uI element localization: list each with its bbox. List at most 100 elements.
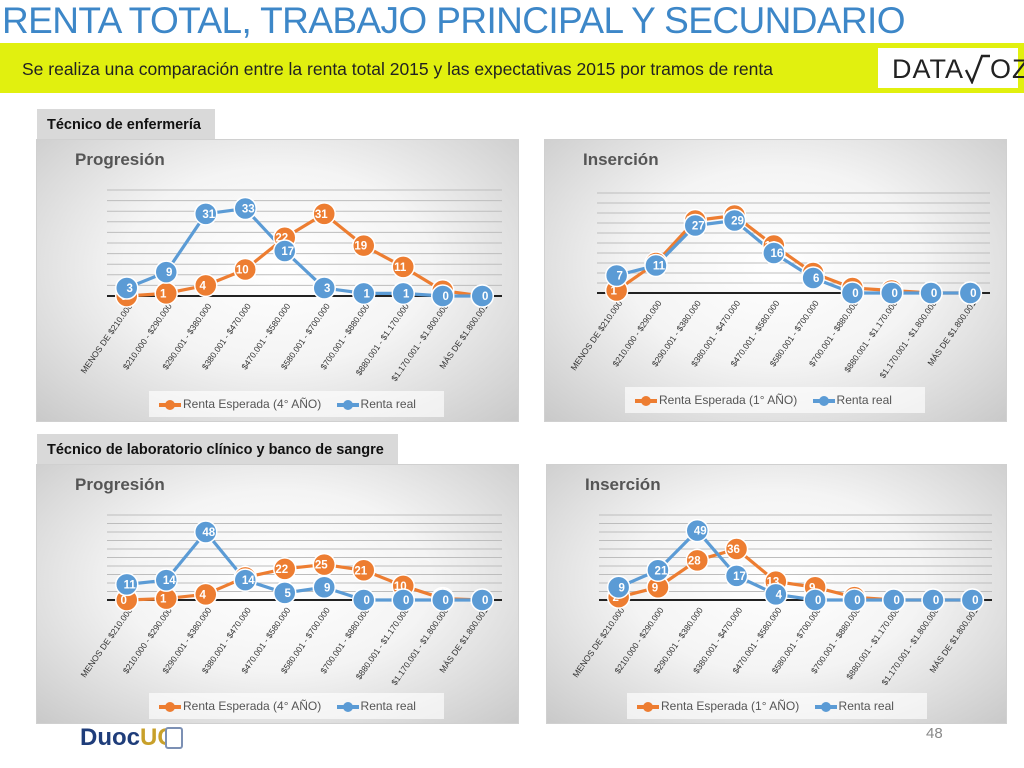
- data-label: 14: [163, 575, 176, 587]
- data-point: [391, 255, 415, 279]
- section-label-enfermeria: Técnico de enfermería: [37, 109, 215, 139]
- data-label: 9: [166, 267, 172, 279]
- data-label: 0: [894, 595, 900, 607]
- data-point: [604, 263, 629, 288]
- data-label: 27: [692, 221, 705, 233]
- data-label: 7: [616, 271, 622, 283]
- data-label: 0: [443, 595, 449, 607]
- line-chart-svg: MENOS DE $210.000$210.000 - $290.000$290…: [79, 514, 502, 687]
- data-label: 31: [202, 209, 215, 221]
- data-label: 48: [202, 527, 215, 539]
- subtitle-banner: [0, 43, 1024, 93]
- data-point: [312, 575, 336, 599]
- data-point: [724, 537, 749, 561]
- data-point: [273, 239, 297, 263]
- section-label-laboratorio: Técnico de laboratorio clínico y banco d…: [37, 434, 398, 464]
- data-point: [840, 281, 865, 305]
- data-point: [194, 202, 218, 226]
- data-label: 1: [160, 288, 167, 300]
- line-chart-svg: MENOS DE $210.000$210.000 - $290.000$290…: [79, 189, 502, 383]
- data-point: [312, 276, 336, 300]
- data-point: [921, 588, 945, 612]
- chart-panel-laboratorio-insercion: Inserción MENOS DE $210.000 $210.000 - $2…: [546, 464, 1007, 724]
- chart-title: Progresión: [75, 150, 165, 169]
- data-point: [273, 581, 297, 605]
- data-point: [722, 208, 747, 233]
- data-label: 21: [655, 565, 668, 577]
- data-label: 25: [315, 560, 328, 572]
- chart-legend: Renta Esperada (1° AÑO) Renta real: [627, 693, 927, 719]
- data-label: 0: [121, 595, 127, 607]
- duoc-logo: DuocUC: [80, 724, 175, 751]
- data-point: [115, 276, 139, 300]
- data-label: 0: [970, 288, 976, 300]
- subtitle-text: Se realiza una comparación entre la rent…: [22, 59, 773, 79]
- line-chart-svg: MENOS DE $210.000$210.000 - $290.000$290…: [570, 514, 992, 687]
- legend-series-2: Renta real: [360, 397, 416, 411]
- legend-orange-marker: [637, 701, 659, 712]
- legend-orange-marker: [159, 399, 181, 410]
- page-number: 48: [926, 725, 943, 742]
- data-point: [312, 202, 336, 226]
- data-label: 36: [727, 544, 740, 556]
- data-label: 0: [931, 288, 937, 300]
- data-point: [470, 588, 494, 612]
- data-label: 3: [127, 283, 133, 295]
- data-label: 22: [275, 564, 288, 576]
- data-label: 9: [324, 582, 330, 594]
- data-label: 0: [482, 595, 488, 607]
- series-line: [126, 212, 483, 298]
- data-label: 17: [281, 246, 294, 258]
- chart-panel-enfermeria-progresion: Progresión MENOS DE $210.000 $210.000 - $…: [36, 139, 519, 422]
- chart-legend: Renta Esperada (1° AÑO) Renta real: [625, 387, 925, 413]
- chart-legend: Renta Esperada (4° AÑO) Renta real: [149, 391, 444, 417]
- data-label: 3: [324, 283, 330, 295]
- legend-blue-marker: [336, 701, 359, 712]
- legend-series-2: Renta real: [836, 393, 892, 407]
- data-label: 0: [482, 291, 488, 303]
- data-point: [842, 588, 867, 612]
- legend-series-1: Renta Esperada (1° AÑO): [659, 393, 798, 407]
- data-point: [352, 588, 376, 612]
- data-point: [273, 557, 297, 581]
- data-point: [880, 281, 904, 305]
- datavoz-logo: DATA OZ: [892, 54, 1024, 84]
- data-label: 6: [813, 273, 819, 285]
- legend-series-2: Renta real: [360, 699, 416, 713]
- legend-series-2: Renta real: [838, 699, 894, 713]
- series-line: [615, 213, 971, 295]
- data-label: 0: [854, 595, 860, 607]
- legend-orange-marker: [159, 701, 181, 712]
- chart-panel-enfermeria-insercion: Inserción MENOS DE $210.000 $210.000 - $2…: [544, 139, 1007, 422]
- data-point: [391, 588, 415, 612]
- data-point: [644, 253, 668, 278]
- data-label: 19: [354, 241, 367, 253]
- data-label: 11: [394, 262, 407, 274]
- line-chart-svg: MENOS DE $210.000$210.000 - $290.000$290…: [568, 192, 990, 380]
- data-label: 0: [892, 288, 898, 300]
- data-point: [431, 588, 455, 612]
- chart-title: Inserción: [585, 475, 661, 494]
- chart-title: Inserción: [583, 150, 659, 169]
- data-label: 31: [315, 209, 328, 221]
- data-point: [233, 196, 257, 221]
- page-title: RENTA TOTAL, TRABAJO PRINCIPAL Y SECUNDA…: [2, 0, 905, 41]
- data-label: 0: [443, 291, 449, 303]
- data-label: 0: [972, 595, 978, 607]
- datavoz-logo-box: [878, 48, 1018, 88]
- data-point: [470, 284, 494, 308]
- data-point: [233, 568, 257, 592]
- data-label: 9: [809, 582, 815, 594]
- data-label: 49: [694, 526, 707, 538]
- data-point: [606, 575, 631, 599]
- data-point: [960, 588, 985, 612]
- data-label: 5: [285, 588, 292, 600]
- data-point: [115, 572, 139, 597]
- data-label: 0: [852, 288, 858, 300]
- data-point: [154, 260, 178, 284]
- data-point: [882, 588, 906, 612]
- data-point: [194, 582, 218, 607]
- chart-title: Progresión: [75, 475, 165, 494]
- data-label: 0: [364, 595, 370, 607]
- data-label: 1: [403, 288, 410, 300]
